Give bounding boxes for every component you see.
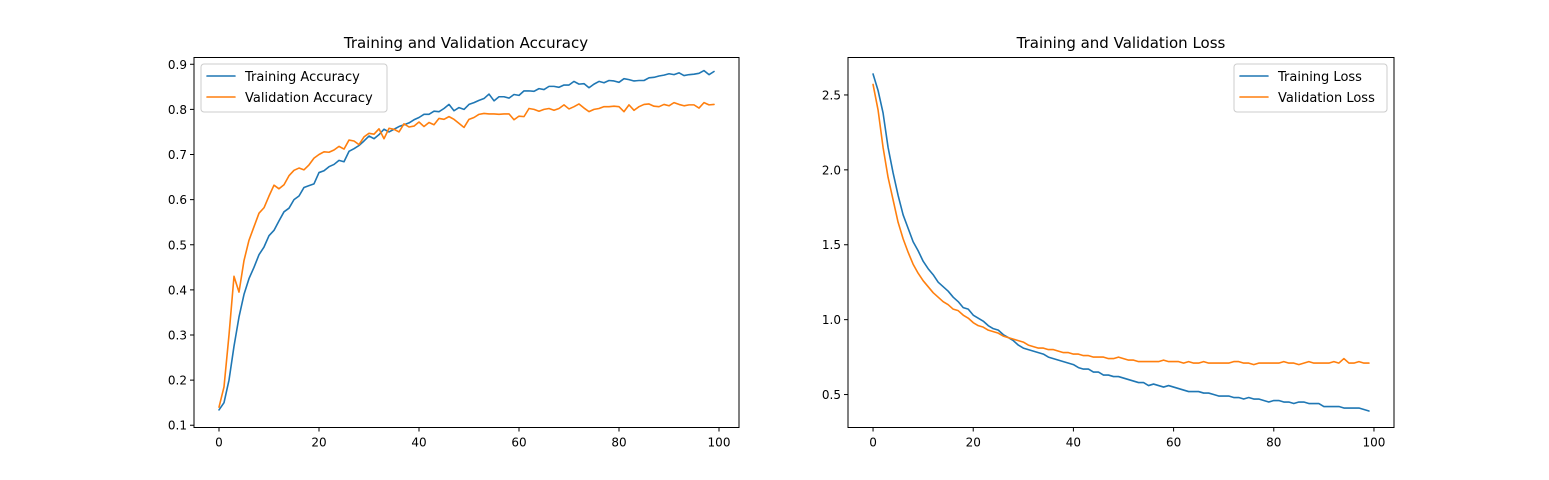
- legend-box: [1233, 63, 1388, 113]
- x-tick-label: 100: [1363, 436, 1386, 450]
- x-tick-label: 80: [1266, 436, 1281, 450]
- axes-frame: [847, 57, 1395, 428]
- y-tick-label: 1.5: [822, 238, 841, 252]
- y-tick-label: 0.5: [822, 388, 841, 402]
- x-tick-label: 80: [611, 436, 626, 450]
- legend-label-training-loss: Training Loss: [1277, 70, 1362, 85]
- loss-chart: Training and Validation Loss 0 20 40 60 80 10…: [822, 34, 1395, 450]
- axis-ticks: 0 20 40 60 80 100 0.5 1.0 1.5 2.0 2.5: [822, 88, 1386, 449]
- axis-ticks: 0 20 40 60 80 100 0.1 0.2 0.3 0.4 0.5 0.6 0.7 0.8 0.9: [168, 58, 731, 450]
- y-tick-label: 0.8: [168, 103, 187, 117]
- x-tick-label: 60: [511, 436, 526, 450]
- x-tick-label: 100: [708, 436, 731, 450]
- x-tick-label: 40: [1066, 436, 1081, 450]
- x-tick-label: 0: [215, 436, 223, 450]
- y-tick-label: 0.4: [168, 283, 187, 297]
- legend-label-validation-loss: Validation Loss: [1278, 91, 1375, 106]
- series-line-training-loss: [872, 73, 1370, 412]
- x-tick-label: 40: [411, 436, 426, 450]
- y-tick-label: 2.0: [822, 163, 841, 177]
- chart-title: Training and Validation Loss: [1016, 34, 1226, 52]
- legend-label-training-accuracy: Training Accuracy: [244, 70, 360, 85]
- y-tick-label: 1.0: [822, 313, 841, 327]
- x-tick-label: 0: [869, 436, 877, 450]
- y-tick-label: 0.3: [168, 329, 187, 343]
- legend-label-validation-accuracy: Validation Accuracy: [245, 91, 373, 106]
- x-tick-label: 20: [966, 436, 981, 450]
- y-tick-label: 0.9: [168, 58, 187, 72]
- chart-title: Training and Validation Accuracy: [343, 34, 588, 52]
- legend: Training Accuracy Validation Accuracy: [200, 63, 388, 113]
- accuracy-chart: Training and Validation Accuracy 0 20 40 60…: [168, 34, 740, 450]
- x-tick-label: 20: [311, 436, 326, 450]
- y-tick-label: 0.1: [168, 419, 187, 433]
- plot-area: [872, 73, 1370, 412]
- axes-frame: [193, 57, 740, 428]
- legend-box: [200, 63, 388, 113]
- legend: Training Loss Validation Loss: [1233, 63, 1388, 113]
- y-tick-label: 0.5: [168, 238, 187, 252]
- plot-area: [218, 69, 715, 411]
- series-line-validation-loss: [872, 83, 1370, 366]
- y-tick-label: 0.6: [168, 193, 187, 207]
- y-tick-label: 2.5: [822, 88, 841, 102]
- series-line-training-accuracy: [218, 69, 715, 411]
- y-tick-label: 0.2: [168, 374, 187, 388]
- x-tick-label: 60: [1166, 436, 1181, 450]
- series-line-validation-accuracy: [218, 101, 715, 409]
- y-tick-label: 0.7: [168, 148, 187, 162]
